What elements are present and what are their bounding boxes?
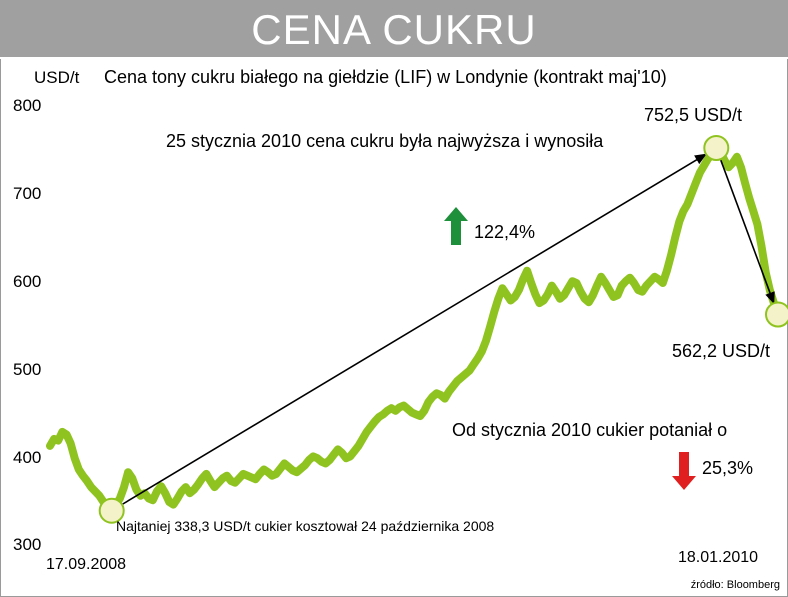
max-annotation-text: 25 stycznia 2010 cena cukru była najwyżs… bbox=[166, 131, 604, 151]
fall-arrow bbox=[720, 159, 775, 305]
arrow-down-icon bbox=[672, 452, 696, 490]
min-point-marker bbox=[98, 497, 125, 524]
fall-annotation-text: Od stycznia 2010 cukier potaniał o bbox=[452, 420, 728, 440]
max-value-label: 752,5 USD/t bbox=[644, 105, 743, 125]
last-value-label: 562,2 USD/t bbox=[672, 341, 771, 361]
y-axis-label: USD/t bbox=[34, 68, 80, 87]
arrow-up-icon bbox=[444, 207, 468, 245]
y-tick-label: 300 bbox=[13, 535, 42, 554]
header-band bbox=[0, 0, 788, 59]
chart-subtitle: Cena tony cukru białego na giełdzie (LIF… bbox=[104, 67, 667, 87]
page-title: CENA CUKRU bbox=[251, 6, 537, 53]
price-series-line bbox=[46, 144, 782, 515]
y-tick-label: 700 bbox=[13, 184, 42, 203]
y-tick-label: 800 bbox=[13, 96, 42, 115]
rise-percent-label: 122,4% bbox=[474, 222, 536, 242]
max-point-marker bbox=[703, 135, 730, 161]
y-tick-label: 600 bbox=[13, 272, 42, 291]
fall-percent-label: 25,3% bbox=[702, 458, 754, 478]
last-point-marker bbox=[765, 301, 788, 328]
x-end-label: 18.01.2010 bbox=[678, 549, 759, 566]
rise-arrow bbox=[122, 153, 707, 505]
x-start-label: 17.09.2008 bbox=[46, 556, 127, 573]
y-tick-label: 500 bbox=[13, 360, 42, 379]
y-tick-label: 400 bbox=[13, 448, 42, 467]
source-label: źródło: Bloomberg bbox=[690, 579, 780, 591]
min-annotation-text: Najtaniej 338,3 USD/t cukier kosztował 2… bbox=[116, 518, 495, 534]
